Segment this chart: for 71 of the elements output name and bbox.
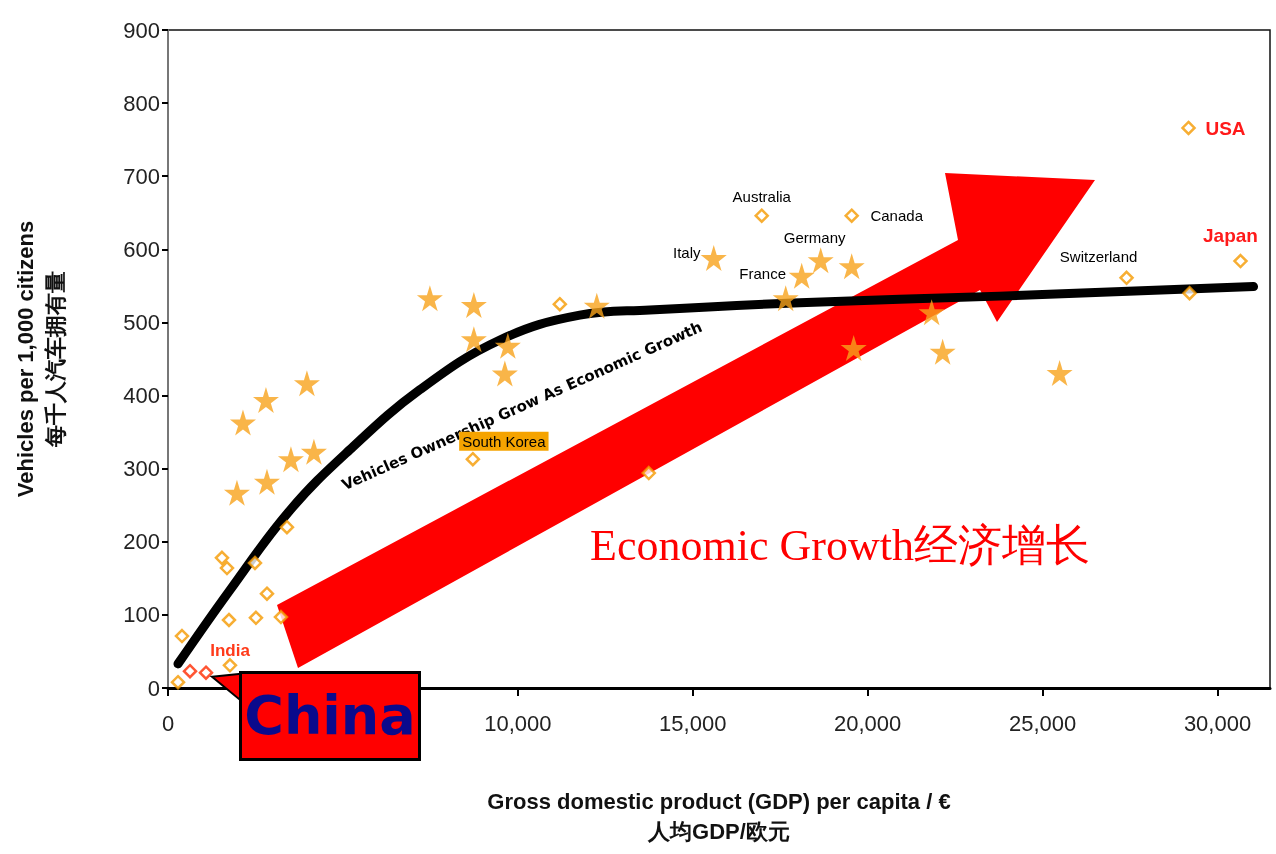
point [844,208,859,223]
point [214,550,230,566]
y-tick-label: 0 [147,675,160,701]
point [583,292,610,319]
y-tick-label: 300 [123,456,160,482]
point [279,519,295,535]
point [170,674,186,690]
x-tick-label: 15,000 [659,710,727,736]
point [491,360,518,387]
annotation: Canada [870,207,924,225]
annotation: Australia [732,188,792,206]
annotation: Japan [1203,224,1258,246]
point [494,332,521,359]
point [182,663,198,679]
point [460,291,487,318]
point [929,338,956,365]
x-tick-label: 30,000 [1183,710,1252,736]
point [1046,359,1073,386]
point [252,386,279,413]
point [219,560,235,576]
x-axis-title: Gross domestic product (GDP) per capita / € 人均GDP/欧元 [487,788,951,844]
point [807,247,834,274]
point [229,409,256,436]
point [840,335,867,362]
point [198,665,214,680]
annotation: China [238,670,421,761]
point [918,299,945,326]
point [772,285,799,312]
y-tick-label: 900 [123,17,160,43]
y-axis-title: Vehicles per 1,000 citizens 每千人汽车拥有量 [12,220,68,498]
x-tick-label: 25,000 [1008,710,1077,736]
point [253,468,280,495]
point [174,628,190,644]
annotation: Switzerland [1059,248,1138,266]
point [641,465,657,481]
x-tick-label: 10,000 [484,710,552,736]
point [838,253,865,280]
point [223,479,250,506]
y-tick-label: 800 [123,90,160,116]
point [277,446,304,473]
point [1181,120,1196,136]
x-tick-label: 20,000 [834,710,902,736]
y-tick-label: 700 [123,163,160,189]
point [259,586,275,601]
point [460,326,487,353]
point [1233,253,1248,269]
y-tick-label: 400 [123,383,160,409]
point [1182,285,1197,301]
annotation: Economic Growth经济增长 [590,520,1090,570]
y-tick-label: 600 [123,236,160,262]
point [300,438,327,465]
annotation: Italy [672,243,701,261]
annotation: India [210,640,251,660]
point [552,296,568,312]
point [700,245,727,272]
point [248,610,264,626]
point [754,208,769,223]
point [273,609,289,625]
point [293,370,320,397]
point [416,285,443,312]
y-tick-label: 500 [123,309,160,335]
annotation: USA [1205,118,1246,140]
point [221,612,237,628]
point [788,262,815,289]
y-tick-label: 100 [123,602,160,628]
annotation: France [739,265,787,283]
point [247,555,263,571]
annotation: Germany [783,228,847,246]
point [1119,270,1134,286]
point [222,658,238,673]
y-tick-label: 200 [123,529,160,555]
